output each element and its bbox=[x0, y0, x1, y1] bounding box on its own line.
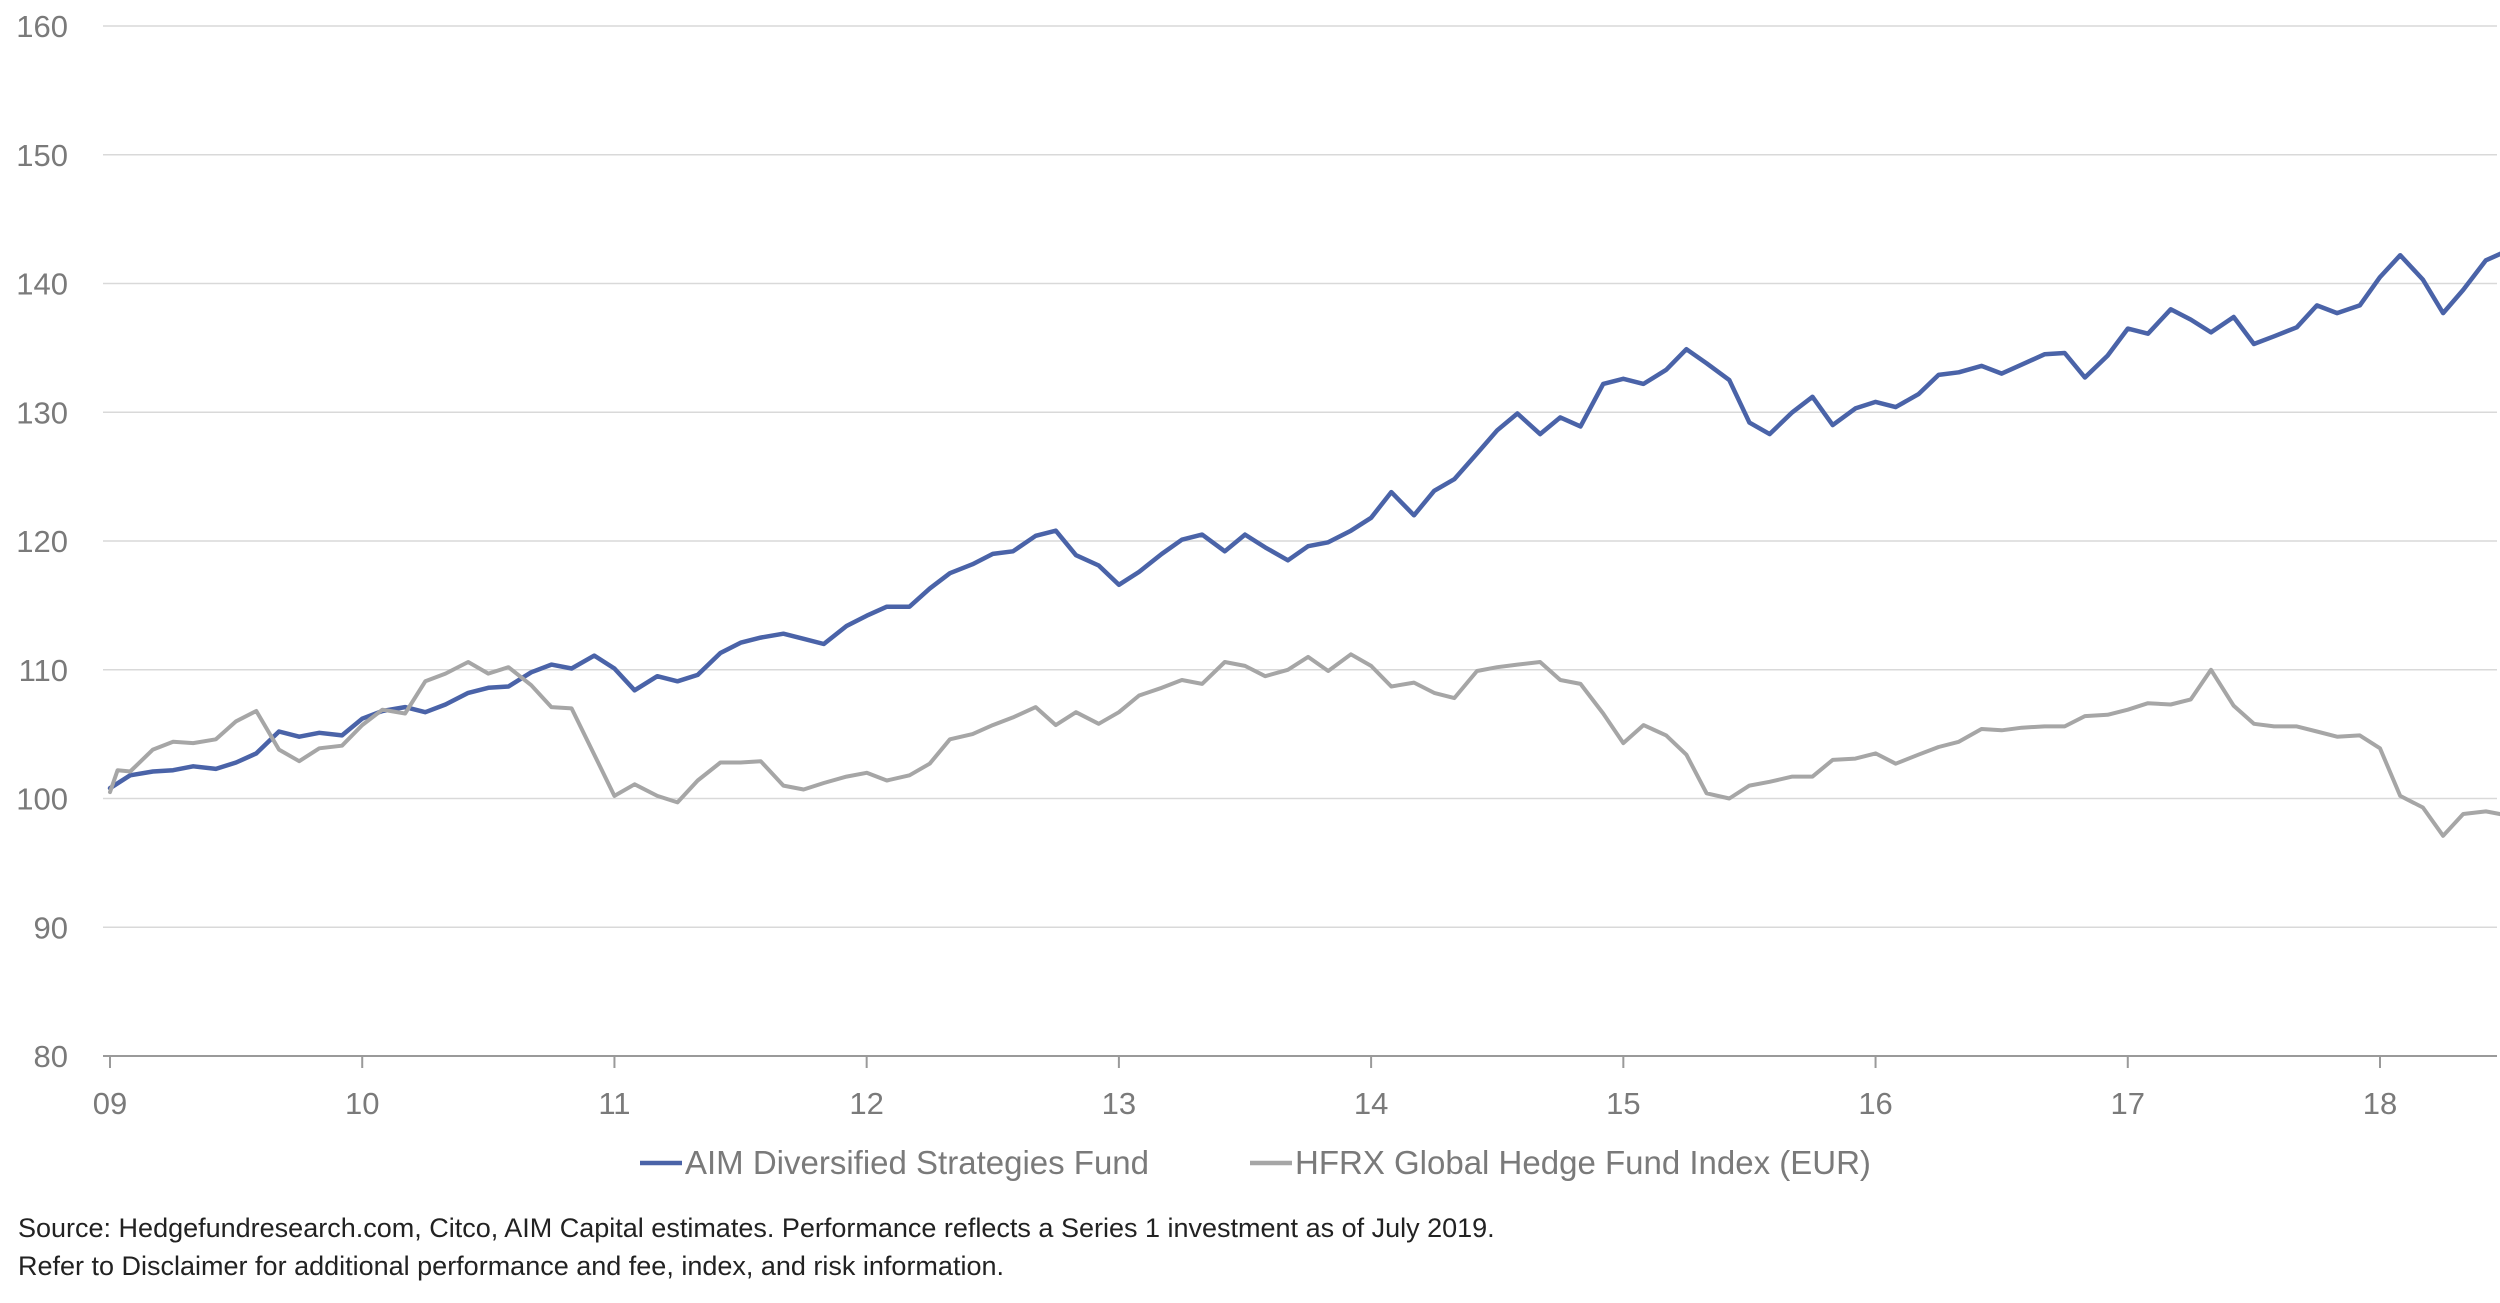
x-tick-label: 09 bbox=[93, 1086, 127, 1121]
legend-label-2: HFRX Global Hedge Fund Index (EUR) bbox=[1295, 1144, 1871, 1181]
x-tick-label: 17 bbox=[2111, 1086, 2145, 1121]
x-tick-label: 10 bbox=[345, 1086, 379, 1121]
y-tick-label: 130 bbox=[16, 395, 68, 430]
x-tick-label: 16 bbox=[1858, 1086, 1892, 1121]
legend: AIM Diversified Strategies Fund HFRX Glob… bbox=[640, 1144, 1871, 1181]
x-tick-label: 18 bbox=[2363, 1086, 2397, 1121]
series-line-2 bbox=[108, 652, 2500, 838]
footnote-source: Source: Hedgefundresearch.com, Citco, AI… bbox=[18, 1213, 1495, 1243]
y-tick-label: 100 bbox=[16, 782, 68, 817]
y-tick-label: 110 bbox=[19, 653, 68, 688]
y-tick-label: 90 bbox=[34, 910, 68, 945]
x-tick-label: 15 bbox=[1606, 1086, 1640, 1121]
y-tick-label: 150 bbox=[16, 138, 68, 173]
x-tick-label: 12 bbox=[849, 1086, 883, 1121]
x-tick-label: 11 bbox=[598, 1086, 630, 1121]
y-tick-label: 120 bbox=[16, 524, 68, 559]
footnote-disclaimer: Refer to Disclaimer for additional perfo… bbox=[18, 1251, 1004, 1281]
x-axis-ticks: 09 10 11 12 13 14 15 16 17 18 bbox=[93, 1056, 2397, 1121]
y-tick-label: 140 bbox=[16, 267, 68, 302]
x-tick-label: 13 bbox=[1102, 1086, 1136, 1121]
series-line-1 bbox=[107, 251, 2500, 791]
y-tick-label: 80 bbox=[34, 1039, 68, 1074]
gridlines bbox=[103, 25, 2497, 1057]
y-axis-ticks: 80 90 100 110 120 130 140 150 160 bbox=[16, 9, 68, 1074]
y-tick-label: 160 bbox=[16, 9, 68, 44]
x-tick-label: 14 bbox=[1354, 1086, 1388, 1121]
legend-label-1: AIM Diversified Strategies Fund bbox=[685, 1144, 1149, 1181]
series-lines bbox=[107, 251, 2500, 838]
